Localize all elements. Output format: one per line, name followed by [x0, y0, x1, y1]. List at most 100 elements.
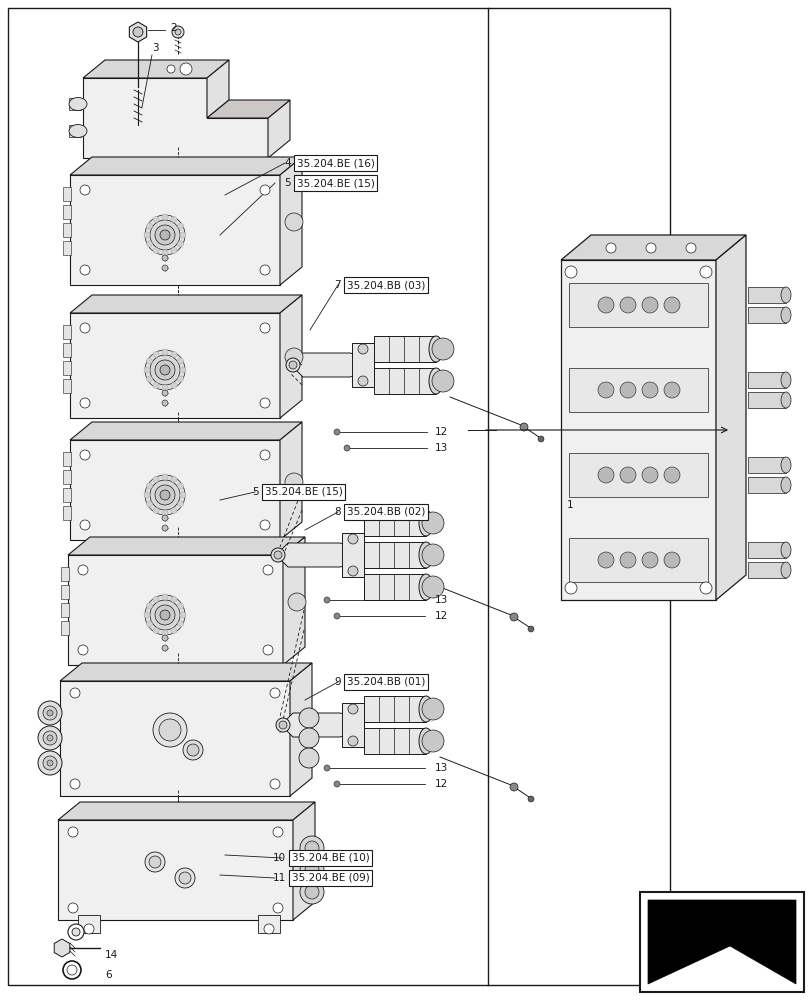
Circle shape	[80, 398, 90, 408]
Bar	[70, 440, 280, 540]
Circle shape	[162, 525, 168, 531]
Text: 3: 3	[152, 43, 158, 53]
Circle shape	[620, 467, 635, 483]
Circle shape	[180, 232, 186, 238]
Text: 12: 12	[435, 427, 448, 437]
Ellipse shape	[780, 457, 790, 473]
Text: 35.204.BE (16): 35.204.BE (16)	[297, 158, 375, 168]
Bar	[60, 681, 290, 796]
Circle shape	[152, 628, 159, 634]
Polygon shape	[283, 537, 305, 665]
Circle shape	[263, 565, 272, 575]
Circle shape	[152, 383, 159, 389]
Circle shape	[564, 266, 577, 278]
Circle shape	[285, 213, 303, 231]
Circle shape	[152, 248, 159, 254]
Ellipse shape	[428, 368, 443, 394]
Bar	[61, 621, 69, 635]
Circle shape	[180, 63, 191, 75]
Circle shape	[699, 582, 711, 594]
Circle shape	[285, 348, 303, 366]
Circle shape	[167, 65, 175, 73]
Circle shape	[263, 645, 272, 655]
Circle shape	[642, 297, 657, 313]
Text: 12: 12	[435, 611, 448, 621]
Text: 2: 2	[169, 23, 177, 33]
Circle shape	[146, 358, 152, 364]
Ellipse shape	[418, 728, 432, 754]
Circle shape	[271, 548, 285, 562]
Circle shape	[146, 376, 152, 382]
Circle shape	[299, 880, 324, 904]
Circle shape	[597, 552, 613, 568]
Circle shape	[324, 597, 329, 603]
Circle shape	[171, 383, 177, 389]
Circle shape	[333, 613, 340, 619]
Polygon shape	[560, 235, 745, 260]
Polygon shape	[280, 543, 354, 567]
Circle shape	[160, 365, 169, 375]
Text: 12: 12	[435, 779, 448, 789]
Circle shape	[175, 868, 195, 888]
Circle shape	[80, 265, 90, 275]
Circle shape	[620, 297, 635, 313]
Circle shape	[78, 565, 88, 575]
Circle shape	[148, 856, 161, 868]
Circle shape	[180, 612, 186, 618]
Bar	[569, 453, 707, 497]
Circle shape	[146, 223, 152, 229]
Circle shape	[299, 836, 324, 860]
Ellipse shape	[780, 307, 790, 323]
Circle shape	[155, 360, 175, 380]
Circle shape	[162, 594, 168, 600]
Circle shape	[299, 858, 324, 882]
Circle shape	[68, 903, 78, 913]
Circle shape	[152, 508, 159, 514]
Circle shape	[642, 552, 657, 568]
Ellipse shape	[780, 477, 790, 493]
Ellipse shape	[780, 542, 790, 558]
Polygon shape	[207, 60, 229, 118]
Circle shape	[150, 355, 180, 385]
Circle shape	[146, 621, 152, 627]
Circle shape	[162, 630, 168, 636]
Circle shape	[180, 492, 186, 498]
Circle shape	[80, 520, 90, 530]
Circle shape	[38, 751, 62, 775]
Text: 13: 13	[435, 595, 448, 605]
Polygon shape	[268, 100, 290, 158]
Circle shape	[305, 885, 319, 899]
Circle shape	[663, 467, 679, 483]
Circle shape	[72, 928, 80, 936]
Bar	[363, 542, 426, 568]
Text: 35.204.BE (09): 35.204.BE (09)	[292, 873, 369, 883]
Circle shape	[171, 248, 177, 254]
Circle shape	[273, 551, 281, 559]
Circle shape	[358, 376, 367, 386]
Circle shape	[564, 582, 577, 594]
Circle shape	[172, 26, 184, 38]
Circle shape	[646, 243, 655, 253]
Circle shape	[519, 423, 527, 431]
Text: 5: 5	[284, 178, 290, 188]
Circle shape	[150, 600, 180, 630]
Circle shape	[162, 214, 168, 220]
Circle shape	[178, 241, 183, 247]
Bar	[363, 574, 426, 600]
Circle shape	[187, 744, 199, 756]
Polygon shape	[70, 157, 302, 175]
Circle shape	[162, 635, 168, 641]
Circle shape	[305, 841, 319, 855]
Circle shape	[38, 726, 62, 750]
Circle shape	[685, 243, 695, 253]
Bar	[747, 307, 785, 323]
Circle shape	[175, 29, 181, 35]
Circle shape	[527, 626, 534, 632]
Circle shape	[47, 760, 53, 766]
Text: 35.204.BB (03): 35.204.BB (03)	[346, 280, 425, 290]
Bar	[63, 241, 71, 255]
Circle shape	[162, 510, 168, 516]
Text: 8: 8	[334, 507, 341, 517]
Bar	[747, 392, 785, 408]
Circle shape	[298, 748, 319, 768]
